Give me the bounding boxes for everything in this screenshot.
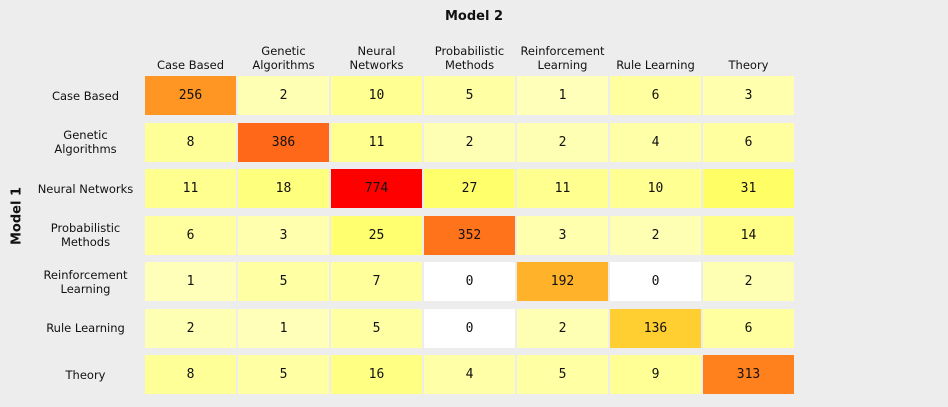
- heatmap-cell: 2: [517, 122, 608, 162]
- heatmap-cell: 16: [331, 355, 422, 394]
- heatmap-cell: 18: [238, 169, 329, 208]
- heatmap-cell: 2: [703, 262, 794, 301]
- heatmap-cell: 10: [610, 169, 701, 208]
- heatmap-cell: 1: [238, 308, 329, 348]
- heatmap-cell: 14: [703, 215, 794, 255]
- row-label: Rule Learning: [46, 321, 125, 335]
- heatmap-cell: 2: [424, 122, 515, 162]
- column-label: Case Based: [156, 58, 225, 72]
- row-label: Case Based: [51, 88, 120, 103]
- heatmap-cell: 5: [238, 355, 329, 394]
- heatmap-cell: 27: [424, 169, 515, 208]
- column-label: Genetic Algorithms: [252, 44, 315, 72]
- heatmap-cell: 5: [331, 308, 422, 348]
- heatmap-cell: 8: [145, 355, 236, 394]
- heatmap-cell: 6: [145, 215, 236, 255]
- heatmap-cell: 192: [517, 262, 608, 301]
- column-label: Probabilistic Methods: [434, 44, 505, 72]
- column-label: Neural Networks: [349, 44, 404, 72]
- heatmap-cell: 3: [238, 215, 329, 255]
- heatmap-cell: 136: [610, 308, 701, 348]
- heatmap-cell: 9: [610, 355, 701, 394]
- heatmap-cell: 3: [703, 76, 794, 115]
- heatmap-cell: 256: [145, 76, 236, 115]
- column-axis-title: Model 2: [444, 9, 504, 24]
- heatmap-cell: 6: [703, 308, 794, 348]
- heatmap-cell: 2: [517, 308, 608, 348]
- row-label: Probabilistic Methods: [50, 221, 121, 249]
- heatmap-cell: 5: [238, 262, 329, 301]
- heatmap-cell: 10: [331, 76, 422, 115]
- heatmap-cell: 0: [424, 308, 515, 348]
- heatmap-cell: 2: [238, 76, 329, 115]
- row-label: Genetic Algorithms: [54, 128, 117, 156]
- row-label: Theory: [65, 367, 106, 382]
- heatmap-cell: 2: [145, 308, 236, 348]
- heatmap-cell: 313: [703, 355, 794, 394]
- row-label: Neural Networks: [37, 181, 134, 196]
- heatmap-cell: 31: [703, 169, 794, 208]
- heatmap-cell: 352: [424, 215, 515, 255]
- heatmap-cell: 2: [610, 215, 701, 255]
- heatmap-cell: 0: [424, 262, 515, 301]
- column-label: Theory: [728, 58, 769, 72]
- heatmap-cell: 11: [331, 122, 422, 162]
- heatmap-cell: 4: [610, 122, 701, 162]
- heatmap-cell: 6: [610, 76, 701, 115]
- heatmap-cell: 1: [517, 76, 608, 115]
- heatmap-cell: 774: [331, 169, 422, 208]
- heatmap-cell: 5: [517, 355, 608, 394]
- heatmap-cell: 5: [424, 76, 515, 115]
- heatmap-cell: 0: [610, 262, 701, 301]
- heatmap-cell: 386: [238, 122, 329, 162]
- heatmap-cell: 6: [703, 122, 794, 162]
- row-axis-title: Model 1: [9, 186, 25, 246]
- heatmap-cell: 8: [145, 122, 236, 162]
- column-label: Rule Learning: [616, 58, 695, 72]
- row-label: Reinforcement Learning: [43, 267, 128, 296]
- heatmap-cell: 11: [517, 169, 608, 208]
- heatmap-cell: 4: [424, 355, 515, 394]
- heatmap-cell: 7: [331, 262, 422, 301]
- heatmap-cell: 25: [331, 215, 422, 255]
- heatmap-cell: 1: [145, 262, 236, 301]
- column-label: Reinforcement Learning: [520, 44, 605, 72]
- heatmap-cell: 3: [517, 215, 608, 255]
- heatmap-cell: 11: [145, 169, 236, 208]
